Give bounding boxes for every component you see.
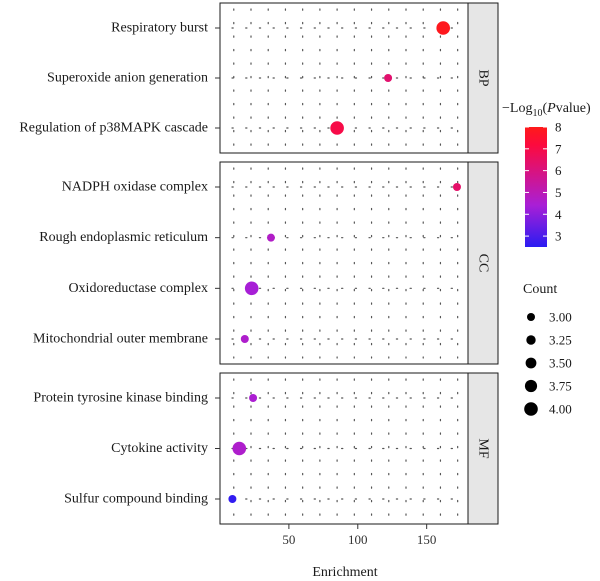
facet-panel-mf: MF Protein tyrosine kinase binding Cytokin… — [33, 372, 499, 525]
dotted-grid — [231, 8, 463, 148]
facet-panel-bp: BP Respiratory burst Superoxide anion gene… — [19, 2, 499, 154]
size-legend-dot — [525, 357, 537, 369]
color-legend-label: 3 — [555, 229, 562, 244]
data-point — [232, 441, 247, 456]
term-label: NADPH oxidase complex — [62, 180, 208, 195]
size-legend-label: 3.50 — [549, 356, 572, 371]
data-point — [228, 495, 237, 503]
size-legend-dot — [524, 379, 538, 393]
panel-border — [219, 2, 469, 154]
term-label: Mitochondrial outer membrane — [33, 332, 208, 347]
data-point — [384, 74, 393, 82]
color-legend-title-part: 10 — [532, 108, 542, 119]
data-point — [249, 394, 258, 402]
x-tick-label: 150 — [417, 532, 437, 547]
data-point — [266, 233, 275, 242]
size-legend-dot — [526, 335, 536, 345]
data-point — [240, 335, 249, 343]
term-label: Sulfur compound binding — [64, 492, 208, 507]
color-legend-title: −Log10(Pvalue) — [502, 101, 591, 119]
x-tick-label: 100 — [348, 532, 368, 547]
term-label: Protein tyrosine kinase binding — [33, 391, 208, 406]
panel-border — [219, 372, 469, 525]
facet-strip — [467, 161, 499, 365]
size-legend-dot — [527, 313, 535, 321]
size-legend-dot — [524, 402, 538, 416]
term-label: Rough endoplasmic reticulum — [39, 230, 208, 245]
data-point — [436, 21, 451, 35]
dotted-grid — [231, 167, 463, 359]
term-label: Regulation of p38MAPK cascade — [19, 121, 208, 136]
size-legend-label: 4.00 — [549, 402, 572, 417]
color-legend-title-part: P — [546, 101, 556, 116]
x-axis-title: Enrichment — [312, 565, 377, 580]
term-label: Oxidoreductase complex — [68, 281, 208, 296]
color-legend-label: 6 — [555, 163, 562, 178]
size-legend-title: Count — [523, 282, 557, 297]
dotted-grid — [231, 378, 463, 519]
data-point — [330, 121, 344, 135]
size-legend-label: 3.00 — [549, 310, 572, 325]
color-legend-title-part: value) — [556, 101, 591, 116]
color-bar — [525, 127, 547, 247]
term-label: Respiratory burst — [111, 21, 208, 36]
color-legend-label: 7 — [555, 141, 562, 156]
data-point — [244, 281, 259, 296]
x-tick-label: 50 — [282, 532, 295, 547]
size-legend-label: 3.25 — [549, 333, 572, 348]
color-legend-label: 8 — [555, 120, 562, 135]
facet-strip-label: MF — [476, 438, 491, 458]
data-point — [452, 183, 461, 191]
panel-border — [219, 161, 469, 365]
facet-strip-label: CC — [476, 254, 491, 273]
color-legend-title-part: −Log — [502, 101, 532, 116]
facet-strip — [467, 2, 499, 154]
term-label: Cytokine activity — [111, 441, 208, 456]
color-legend-title-part: ( — [542, 101, 547, 116]
facet-strip-label: BP — [476, 69, 491, 86]
color-legend-label: 4 — [555, 207, 562, 222]
facet-panel-cc: CC NADPH oxidase complex Rough endoplasmic… — [33, 161, 499, 365]
size-legend-label: 3.75 — [549, 379, 572, 394]
term-label: Superoxide anion generation — [47, 71, 208, 86]
color-legend-label: 5 — [555, 185, 562, 200]
